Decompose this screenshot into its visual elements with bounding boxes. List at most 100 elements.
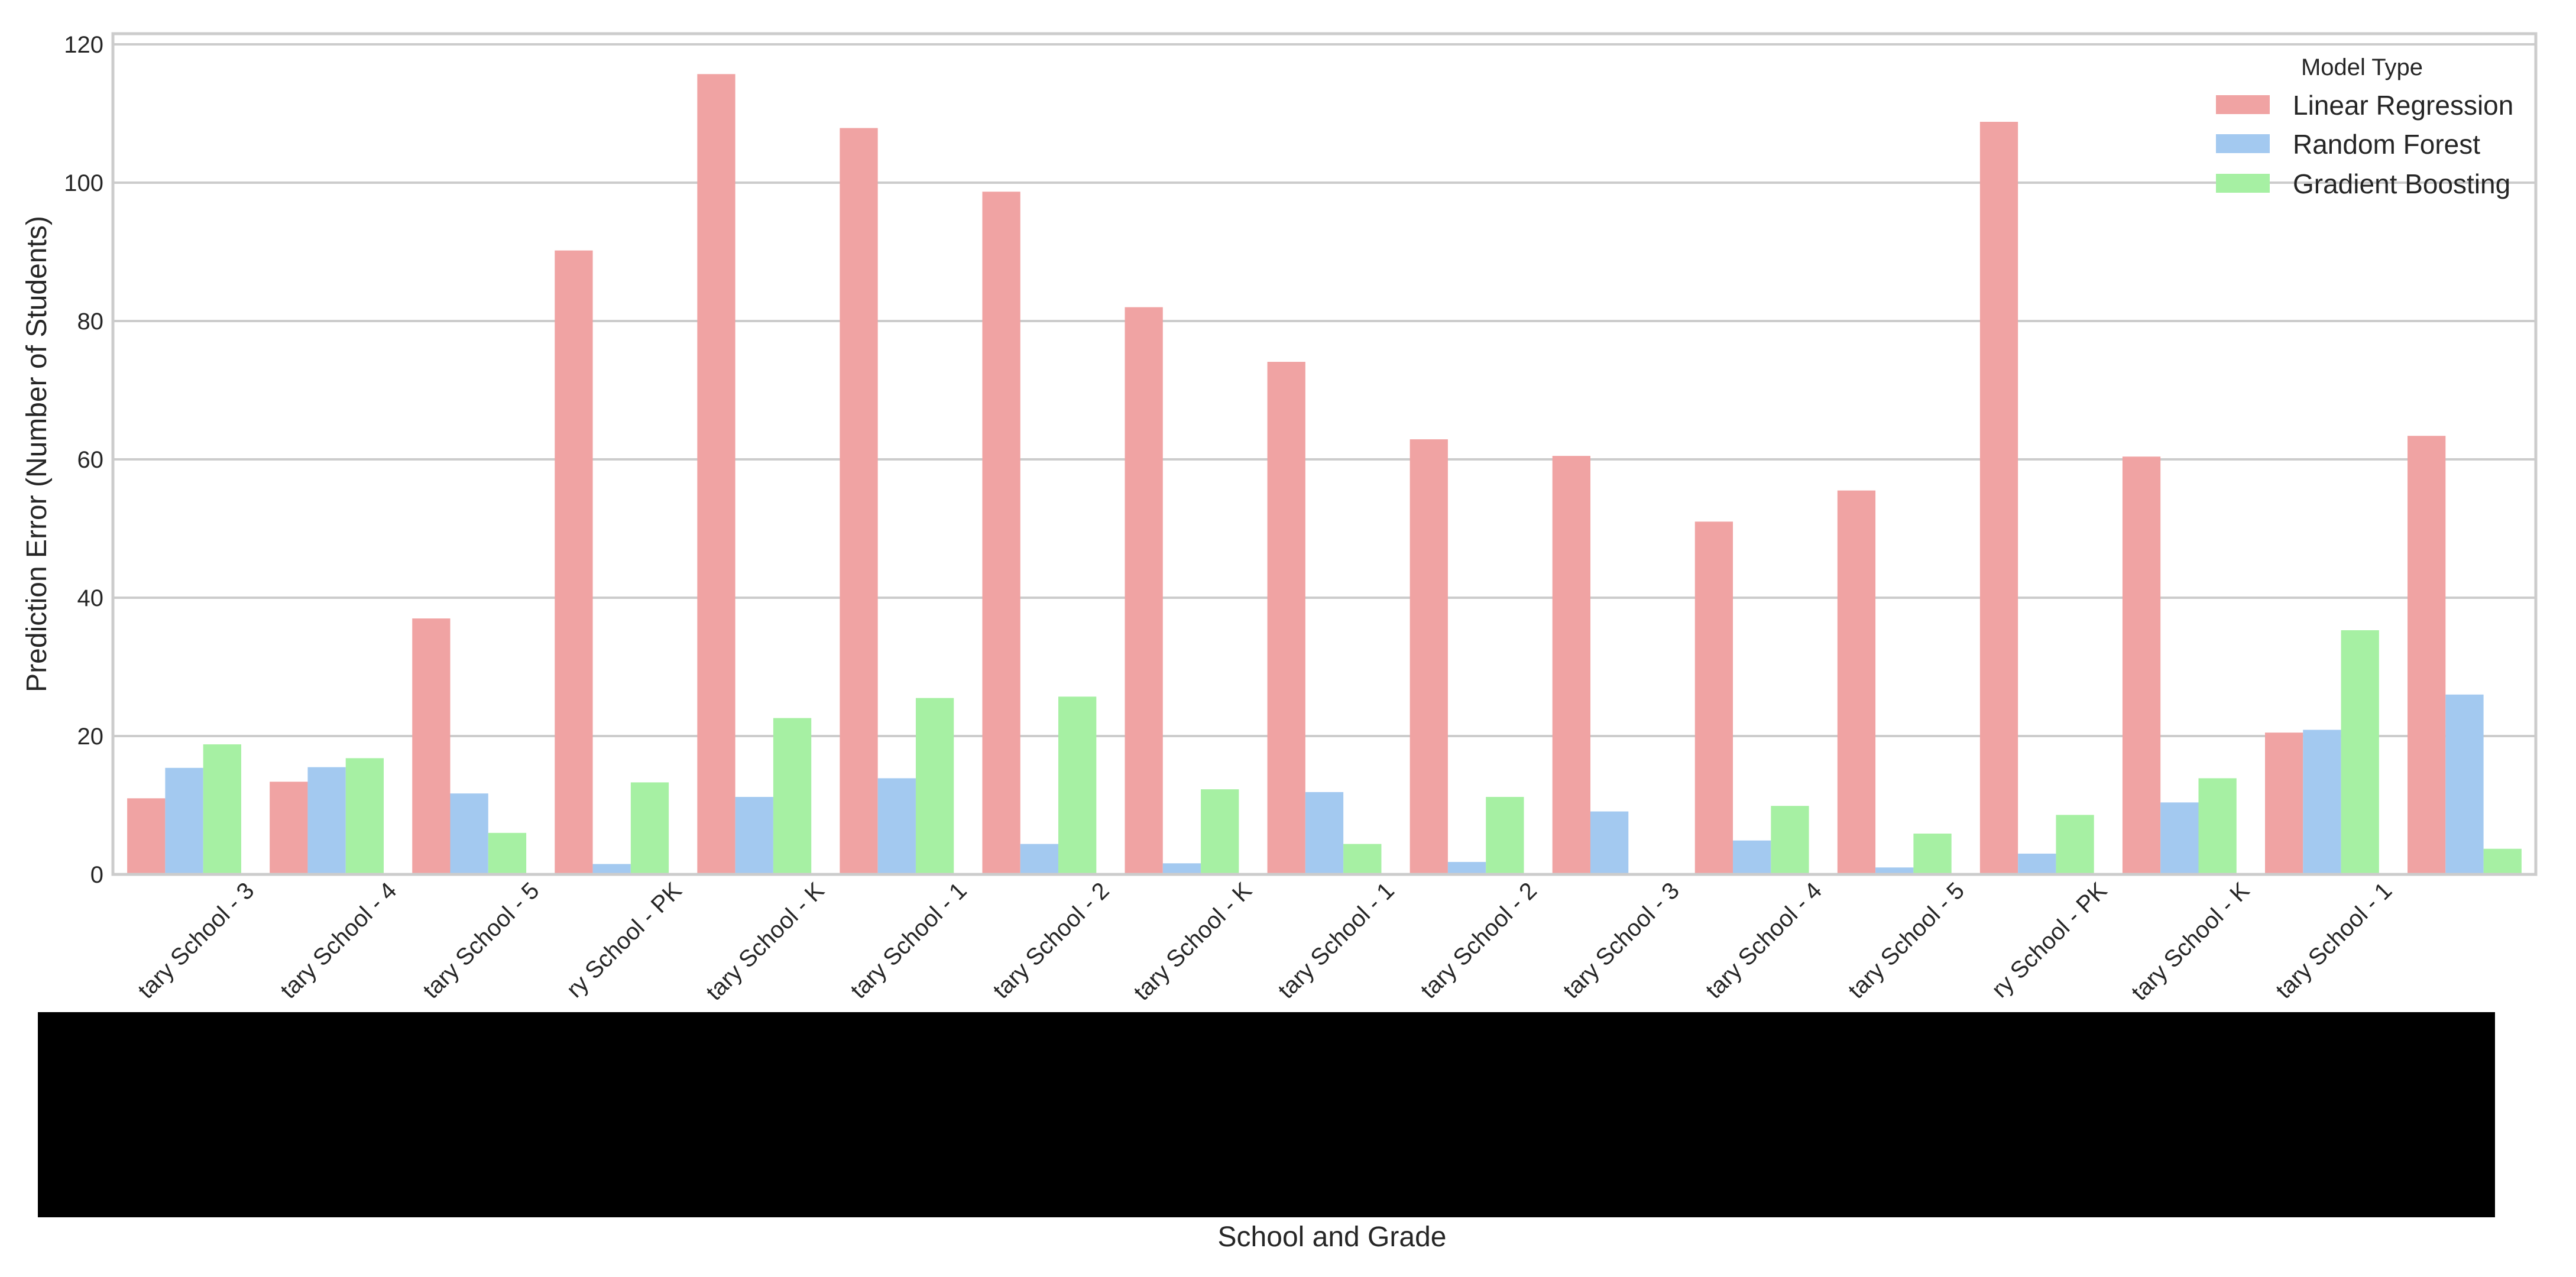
bar-linear-regression — [697, 74, 735, 874]
bar-random-forest — [2160, 802, 2199, 874]
bar-linear-regression — [1267, 362, 1305, 874]
x-tick-label: tary School - K — [701, 877, 829, 1006]
x-tick-label: tary School - K — [1129, 877, 1257, 1006]
x-tick-label: tary School - 2 — [1415, 877, 1541, 1003]
legend-swatch-gradient-boosting — [2216, 174, 2270, 193]
bar-random-forest — [877, 778, 916, 874]
bar-group — [840, 128, 954, 874]
bar-group — [982, 192, 1097, 875]
bar-group — [1125, 307, 1239, 874]
y-tick-label: 120 — [64, 32, 103, 58]
bar-linear-regression — [1125, 307, 1163, 874]
bar-groups — [127, 74, 2522, 875]
y-gridlines — [113, 43, 2536, 876]
bar-gradient-boosting — [1913, 833, 1952, 874]
bar-linear-regression — [412, 618, 451, 874]
bar-linear-regression — [1837, 490, 1876, 874]
bar-linear-regression — [1409, 439, 1448, 874]
bar-random-forest — [307, 767, 346, 874]
legend-label: Gradient Boosting — [2293, 168, 2510, 199]
bar-linear-regression — [1552, 456, 1590, 874]
legend-item-linear-regression: Linear Regression — [2216, 90, 2513, 121]
bar-random-forest — [2445, 694, 2484, 874]
y-tick-label: 100 — [64, 170, 103, 196]
bar-random-forest — [1020, 844, 1059, 874]
bar-gradient-boosting — [488, 832, 527, 874]
bar-group — [1979, 122, 2094, 874]
bar-linear-regression — [1979, 122, 2018, 874]
bar-linear-regression — [127, 798, 166, 874]
bar-group — [2122, 456, 2237, 874]
x-tick-label: tary School - 5 — [1843, 877, 1969, 1003]
bar-random-forest — [1733, 840, 1771, 874]
bar-group — [1552, 456, 1629, 874]
plot-frame — [111, 32, 2538, 876]
bar-random-forest — [2303, 730, 2341, 874]
bar-linear-regression — [1694, 521, 1733, 874]
bar-gradient-boosting — [2483, 848, 2522, 874]
x-tick-label: tary School - 3 — [1558, 877, 1684, 1003]
bar-gradient-boosting — [1343, 844, 1382, 874]
x-tick-label: tary School - 4 — [1701, 877, 1827, 1003]
bar-random-forest — [735, 796, 773, 874]
bar-group — [1837, 490, 1952, 874]
bar-group — [270, 758, 384, 874]
bar-linear-regression — [555, 250, 593, 874]
bar-group — [1694, 521, 1809, 874]
bar-random-forest — [2018, 853, 2056, 874]
y-tick-labels: 0 20 40 60 80 100 120 — [64, 32, 103, 888]
bar-gradient-boosting — [2341, 630, 2379, 874]
bar-gradient-boosting — [1058, 696, 1097, 874]
x-tick-label: tary School - 4 — [276, 877, 401, 1003]
y-tick-label: 0 — [90, 862, 103, 888]
bar-linear-regression — [982, 192, 1020, 875]
x-tick-label: tary School - 5 — [418, 877, 544, 1003]
x-tick-label: tary School - 3 — [133, 877, 259, 1003]
bar-linear-regression — [840, 128, 878, 874]
bar-gradient-boosting — [1486, 796, 1524, 874]
x-tick-label: tary School - 1 — [845, 877, 971, 1003]
bar-linear-regression — [270, 782, 308, 874]
bar-group — [555, 250, 669, 874]
bar-group — [127, 744, 241, 874]
bar-group — [2407, 436, 2522, 874]
bar-gradient-boosting — [1201, 789, 1239, 874]
redacted-region — [38, 1012, 2495, 1217]
bar-gradient-boosting — [345, 758, 384, 874]
bar-group — [1409, 439, 1524, 874]
legend-swatch-linear-regression — [2216, 95, 2270, 114]
bar-random-forest — [1875, 867, 1914, 874]
bar-linear-regression — [2264, 733, 2303, 874]
bar-random-forest — [1305, 792, 1344, 874]
x-tick-label: tary School - K — [2127, 877, 2255, 1006]
x-tick-label: tary School - 2 — [988, 877, 1114, 1003]
x-axis-title: School and Grade — [1218, 1221, 1447, 1253]
bar-group — [2264, 630, 2379, 874]
bar-gradient-boosting — [2056, 815, 2094, 874]
legend-label: Random Forest — [2293, 129, 2480, 160]
legend-item-gradient-boosting: Gradient Boosting — [2216, 168, 2510, 199]
x-tick-label: ry School - PK — [562, 877, 687, 1003]
bar-group — [412, 618, 527, 874]
bar-linear-regression — [2122, 456, 2161, 874]
legend-title: Model Type — [2301, 54, 2423, 80]
x-tick-label: tary School - 1 — [2271, 877, 2397, 1003]
y-tick-label: 40 — [77, 585, 104, 611]
x-tick-label: tary School - 1 — [1273, 877, 1399, 1003]
legend-swatch-random-forest — [2216, 134, 2270, 153]
legend: Model Type Linear Regression Random Fore… — [2216, 54, 2513, 199]
bar-gradient-boosting — [630, 782, 669, 874]
bar-group — [697, 74, 812, 874]
legend-item-random-forest: Random Forest — [2216, 129, 2480, 160]
bar-random-forest — [450, 793, 488, 874]
bar-group — [1267, 362, 1382, 874]
bar-random-forest — [165, 767, 203, 874]
bar-gradient-boosting — [915, 698, 954, 874]
bar-gradient-boosting — [203, 744, 241, 874]
y-tick-label: 80 — [77, 309, 104, 335]
bar-random-forest — [1590, 811, 1629, 874]
x-tick-label: ry School - PK — [1987, 877, 2112, 1003]
bar-random-forest — [1447, 861, 1486, 874]
bar-gradient-boosting — [1771, 806, 1809, 874]
